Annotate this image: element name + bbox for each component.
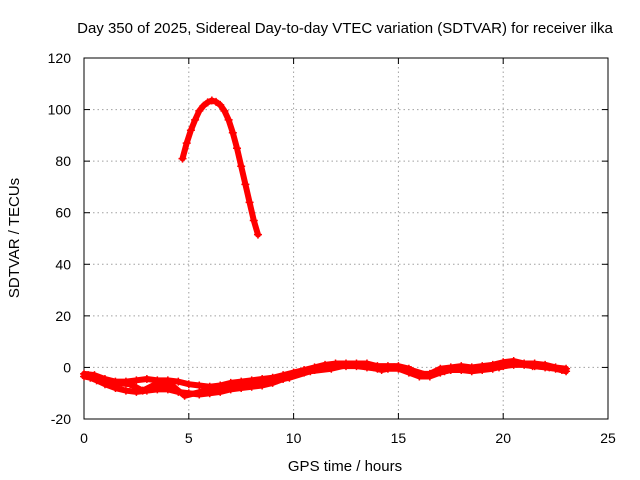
y-tick-label: 80 <box>55 153 71 169</box>
data-point <box>344 360 353 369</box>
data-point <box>96 376 105 385</box>
data-point <box>149 381 158 390</box>
plot-frame <box>83 57 609 420</box>
data-point <box>174 377 183 386</box>
y-tick-label: 20 <box>55 308 71 324</box>
data-point <box>203 98 212 107</box>
data-point <box>207 96 216 105</box>
data-point <box>201 386 210 395</box>
data-point <box>253 230 262 239</box>
data-point <box>233 144 242 153</box>
data-point <box>121 386 130 395</box>
data-point <box>360 362 369 371</box>
data-point <box>182 139 191 148</box>
data-point <box>220 106 229 115</box>
y-axis-label: SDTVAR / TECUs <box>6 178 23 298</box>
data-point <box>511 359 520 368</box>
y-tick-label: 0 <box>63 359 71 375</box>
data-point <box>228 128 237 137</box>
data-point <box>224 115 233 124</box>
series-arc-1 <box>178 96 262 239</box>
data-series <box>80 96 571 400</box>
x-tick-label: 5 <box>185 430 193 446</box>
x-tick-label: 25 <box>600 430 616 446</box>
data-point <box>474 364 483 373</box>
data-point <box>249 216 258 225</box>
y-tick-label: 120 <box>48 50 72 66</box>
data-point <box>132 376 141 385</box>
x-tick-label: 10 <box>286 430 302 446</box>
data-point <box>256 378 265 387</box>
data-point <box>178 154 187 163</box>
data-point <box>406 366 415 375</box>
data-point <box>195 106 204 115</box>
y-tick-label: 40 <box>55 256 71 272</box>
data-point <box>557 366 566 375</box>
y-tick-label: 60 <box>55 205 71 221</box>
chart-title: Day 350 of 2025, Sidereal Day-to-day VTE… <box>77 20 613 37</box>
data-point <box>138 386 147 395</box>
data-point <box>423 371 432 380</box>
data-point <box>545 363 554 372</box>
data-point <box>180 391 189 400</box>
x-tick-label: 20 <box>495 430 511 446</box>
data-point <box>191 115 200 124</box>
data-point <box>186 126 195 135</box>
data-point <box>390 363 399 372</box>
y-tick-label: 100 <box>48 102 72 118</box>
data-point <box>239 380 248 389</box>
data-point <box>241 180 250 189</box>
data-point <box>212 97 221 106</box>
data-point <box>195 381 204 390</box>
data-point <box>245 198 254 207</box>
x-tick-label: 0 <box>80 430 88 446</box>
data-point <box>306 367 315 376</box>
data-point <box>168 381 177 390</box>
data-point <box>216 100 225 109</box>
data-point <box>199 101 208 110</box>
data-point <box>222 384 231 393</box>
data-point <box>285 373 294 382</box>
data-point <box>237 162 246 171</box>
x-tick-label: 15 <box>391 430 407 446</box>
y-tick-label: -20 <box>51 411 71 427</box>
data-point <box>84 371 93 380</box>
data-point <box>528 362 537 371</box>
grid-lines <box>84 58 608 419</box>
x-axis-label: GPS time / hours <box>288 458 402 475</box>
y-axis-ticks: -20 0 20 40 60 80 100 120 <box>48 50 608 427</box>
data-point <box>377 366 386 375</box>
data-point <box>126 380 135 389</box>
data-point <box>453 364 462 373</box>
x-axis-ticks: 0 5 10 15 20 25 <box>80 58 616 446</box>
data-point <box>184 380 193 389</box>
data-point <box>272 376 281 385</box>
data-point <box>495 363 504 372</box>
data-point <box>440 367 449 376</box>
data-point <box>109 378 118 387</box>
data-point <box>142 375 151 384</box>
series-band-extra <box>84 359 566 400</box>
data-point <box>327 364 336 373</box>
